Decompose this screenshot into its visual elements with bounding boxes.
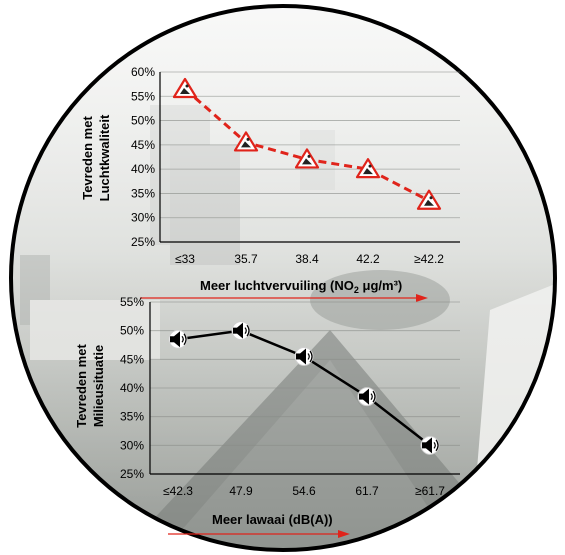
speaker-icon	[420, 435, 440, 455]
warning-triangle-icon	[294, 148, 320, 169]
speaker-icon	[231, 321, 251, 341]
y-axis-label-line1: Tevreden met	[80, 116, 95, 200]
y-tick-label: 35%	[120, 410, 144, 424]
warning-triangle-icon	[355, 158, 381, 179]
x-tick-label: 61.7	[355, 484, 379, 498]
y-tick-label: 45%	[131, 138, 155, 152]
warning-triangle-icon	[233, 131, 259, 152]
chart-air-quality: 25% 30% 35% 40% 45% 50% 55% 60% ≤33 35.7 38.4 42.2…	[80, 65, 460, 302]
x-tick-label: 35.7	[234, 252, 258, 266]
y-tick-label: 40%	[120, 381, 144, 395]
x-tick-label: 47.9	[229, 484, 253, 498]
warning-triangle-icon	[172, 77, 198, 99]
frame-ring	[9, 4, 557, 552]
y-tick-label: 50%	[120, 324, 144, 338]
x-tick-label: 38.4	[295, 252, 319, 266]
y-tick-label: 55%	[131, 89, 155, 103]
speaker-icon	[357, 387, 377, 407]
speaker-icon	[168, 329, 188, 349]
y-tick-label: 55%	[120, 295, 144, 309]
speaker-icon	[294, 346, 314, 366]
x-axis-arrowhead	[416, 294, 428, 302]
chart-noise: 25% 30% 35% 40% 45% 50% 55% ≤42.3 47.9 54.6 61.7 ≥…	[74, 295, 460, 538]
y-axis-label-line1: Tevreden met	[74, 344, 89, 428]
x-axis-label-sub: 2	[354, 285, 359, 295]
warning-triangle-icon	[416, 189, 442, 210]
x-axis-label: Meer luchtvervuiling (NO2 μg/m³)	[200, 278, 402, 295]
y-tick-label: 25%	[120, 467, 144, 481]
x-tick-label: ≤42.3	[163, 484, 193, 498]
x-axis-label: Meer lawaai (dB(A))	[212, 512, 333, 527]
x-axis-label-main: Meer luchtvervuiling (NO	[200, 278, 354, 293]
y-axis-label-line2: Milieusituatie	[91, 345, 106, 427]
x-tick-label: ≥42.2	[414, 252, 444, 266]
x-tick-label: ≤33	[175, 252, 195, 266]
y-tick-label: 30%	[131, 211, 155, 225]
x-tick-label: 42.2	[356, 252, 380, 266]
x-axis-label-unit: μg/m³)	[359, 278, 402, 293]
y-tick-label: 35%	[131, 186, 155, 200]
y-axis-label-line2: Luchtkwaliteit	[97, 114, 112, 201]
y-tick-label: 50%	[131, 114, 155, 128]
x-axis-arrowhead	[338, 530, 350, 538]
x-tick-label: ≥61.7	[415, 484, 445, 498]
y-tick-label: 40%	[131, 162, 155, 176]
x-tick-label: 54.6	[292, 484, 316, 498]
y-tick-label: 25%	[131, 235, 155, 249]
y-tick-label: 30%	[120, 438, 144, 452]
y-tick-label: 45%	[120, 352, 144, 366]
y-tick-label: 60%	[131, 65, 155, 79]
